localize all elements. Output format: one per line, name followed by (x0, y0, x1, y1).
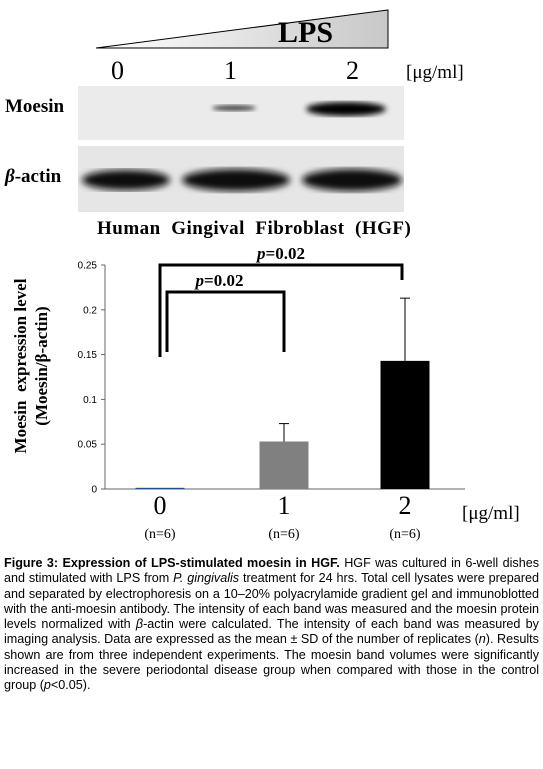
lps-wedge (95, 9, 389, 49)
moesin-blot-image (78, 86, 404, 140)
actin-label: β-actin (5, 166, 61, 188)
moesin-label: Moesin (5, 96, 65, 117)
caption-text-3: -actin were calculated. The intensity of… (4, 617, 539, 647)
y-tick-label: 0.2 (83, 305, 97, 316)
bar (135, 487, 185, 489)
lane-label-1: 1 (224, 56, 237, 85)
n-label: (n=6) (389, 527, 421, 542)
x-tick-label: 2 (399, 491, 412, 520)
n-label: (n=6) (144, 527, 176, 542)
lps-label: LPS (278, 16, 334, 49)
x-unit-label: [μg/ml] (462, 503, 520, 524)
x-tick-label: 1 (278, 491, 291, 520)
x-tick-label: 0 (154, 491, 167, 520)
significance-bracket (165, 290, 286, 352)
figure-caption: Figure 3: Expression of LPS-stimulated m… (4, 556, 539, 694)
y-axis-label-line2: (Moesin/β-actin) (32, 306, 51, 426)
caption-text-4: ). Results shown are from three independ… (4, 632, 539, 693)
y-tick-label: 0.15 (78, 350, 98, 361)
caption-text-1: HGF was cultured in 6-well dishes and st… (4, 556, 540, 586)
n-label: (n=6) (268, 527, 300, 542)
y-axis-label: Moesin expression level (Moesin/β-actin) (10, 236, 54, 496)
bar (259, 441, 309, 489)
caption-italic-2: β (135, 617, 144, 632)
y-tick-label: 0.1 (83, 395, 97, 406)
y-tick-label: 0.05 (78, 440, 98, 451)
y-tick-label: 0.25 (78, 261, 98, 272)
significance-bracket (158, 263, 404, 357)
caption-text-5: <0.05). (50, 678, 91, 693)
p-value-label: p=0.02 (194, 271, 244, 290)
y-axis-label-line1: Moesin expression level (11, 278, 30, 454)
caption-title: Figure 3: Expression of LPS-stimulated m… (4, 556, 340, 570)
actin-blot-image (78, 146, 404, 212)
caption-italic-4: p (43, 678, 51, 693)
caption-italic-3: n (478, 632, 486, 647)
actin-label-suffix: -actin (14, 166, 62, 187)
caption-text-2: treatment for 24 hrs. Total cell lysates… (4, 571, 540, 632)
lane-label-2: 2 (346, 56, 359, 85)
p-value-label: p=0.02 (255, 244, 305, 263)
bar (380, 360, 430, 489)
blot-unit: [μg/ml] (406, 62, 464, 83)
cell-type-label: Human Gingival Fibroblast (HGF) (97, 218, 412, 239)
bar-chart: 0 0.05 0.1 0.15 0.2 0.25 0 (n=6) 1 (n=6) 2 (n=6) [μg… (78, 244, 520, 542)
actin-label-greek: β (5, 166, 15, 187)
lane-label-0: 0 (111, 56, 124, 85)
caption-italic-1: P. gingivalis (173, 571, 240, 586)
y-tick-label: 0 (91, 485, 97, 496)
